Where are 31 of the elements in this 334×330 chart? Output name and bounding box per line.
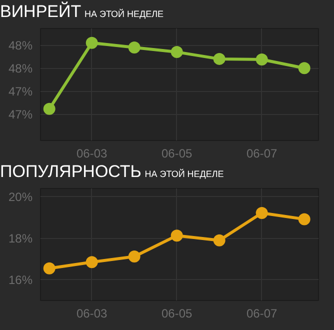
point <box>170 230 183 242</box>
y-tick-label: 48% <box>8 62 33 76</box>
point <box>43 262 56 274</box>
point <box>170 46 183 58</box>
point <box>86 36 98 49</box>
point <box>298 62 310 74</box>
x-tick-label: 06-03 <box>76 306 108 320</box>
y-tick-label: 18% <box>8 231 33 246</box>
x-tick-label: 06-03 <box>76 146 108 160</box>
point <box>256 206 268 219</box>
chart-subtitle: НА ЭТОЙ НЕДЕЛЕ <box>144 169 224 179</box>
y-tick-label: 48% <box>8 38 33 53</box>
y-tick-label: 47% <box>8 84 33 99</box>
chart-title: ВИНРЕЙТ <box>0 2 82 21</box>
y-tick-label: 47% <box>8 108 33 122</box>
point <box>256 54 268 66</box>
chart-title: ПОПУЛЯРНОСТЬ <box>0 162 142 181</box>
point <box>43 102 56 115</box>
point <box>298 213 310 226</box>
x-tick-label: 06-05 <box>162 146 193 160</box>
chart-subtitle: НА ЭТОЙ НЕДЕЛЕ <box>84 9 164 19</box>
x-tick-label: 06-07 <box>246 306 278 320</box>
point <box>128 250 140 263</box>
point <box>213 234 226 246</box>
y-tick-label: 16% <box>8 272 33 287</box>
point <box>213 52 226 65</box>
x-tick-label: 06-07 <box>246 146 278 160</box>
point <box>128 41 140 54</box>
x-tick-label: 06-05 <box>162 306 193 320</box>
y-tick-label: 20% <box>8 190 33 204</box>
point <box>86 256 98 268</box>
